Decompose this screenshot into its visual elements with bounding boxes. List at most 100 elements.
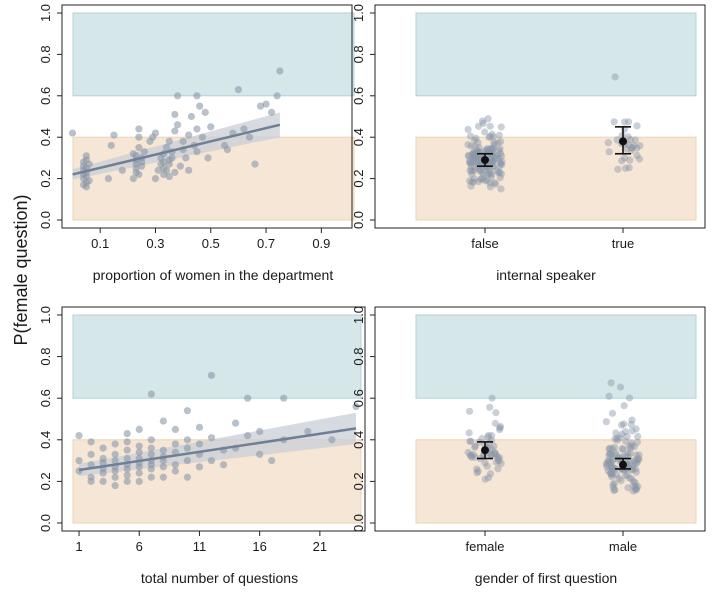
data-point (473, 157, 482, 166)
panel-frame (61, 306, 366, 532)
data-point (473, 149, 482, 157)
data-point (472, 157, 480, 165)
data-point (611, 449, 620, 457)
data-point (469, 152, 477, 160)
data-point (626, 136, 635, 144)
data-point (151, 129, 160, 137)
data-point (171, 168, 179, 176)
x-tick-label: 16 (252, 539, 266, 554)
data-point (87, 450, 95, 458)
data-point (183, 457, 192, 465)
band-high (415, 12, 697, 97)
panel-frame (374, 4, 706, 229)
data-point (492, 458, 500, 466)
data-point (608, 473, 616, 481)
data-point (618, 157, 626, 165)
data-point (488, 394, 496, 402)
data-point (619, 445, 627, 453)
data-point (610, 455, 618, 463)
data-point (621, 452, 630, 460)
data-point (201, 108, 209, 116)
reference-bands (72, 314, 362, 524)
data-point (488, 432, 496, 440)
data-point (173, 92, 182, 100)
data-point (626, 457, 635, 465)
data-point (129, 175, 137, 183)
data-point (497, 159, 505, 168)
data-point (494, 139, 502, 147)
data-point (147, 465, 155, 473)
y-axis-label: P(female question) (11, 194, 31, 345)
data-point (632, 451, 640, 459)
data-point (165, 137, 173, 145)
data-point (473, 469, 481, 477)
x-tick-label: 11 (193, 539, 207, 554)
data-point (476, 175, 485, 183)
data-point (604, 457, 613, 466)
band-low (415, 136, 697, 221)
data-point (479, 175, 488, 183)
data-point (628, 144, 636, 152)
data-point (159, 463, 167, 471)
data-point (602, 418, 610, 426)
data-point (621, 472, 629, 480)
data-point (618, 445, 626, 453)
y-tick-label: 0.4 (38, 128, 53, 146)
data-point (111, 473, 119, 481)
y-tick-label: 0.2 (38, 472, 53, 490)
data-point (219, 461, 228, 469)
data-point (496, 174, 504, 182)
data-point (147, 390, 155, 398)
data-point (488, 445, 496, 453)
data-point (635, 451, 643, 459)
data-point (466, 166, 474, 175)
data-point (628, 442, 636, 450)
data-point (472, 152, 480, 161)
x-axis-label: internal speaker (496, 267, 596, 283)
y-tick-label: 0.2 (351, 170, 366, 188)
y-tick-label: 0.2 (38, 170, 53, 188)
data-point (123, 471, 131, 479)
data-point (483, 145, 492, 153)
data-point (123, 465, 131, 473)
data-point (606, 449, 614, 457)
data-point (614, 165, 622, 173)
reference-bands (415, 12, 697, 221)
data-point (631, 485, 639, 493)
data-point (207, 457, 216, 465)
data-point (494, 465, 502, 473)
data-point (82, 183, 90, 191)
data-point (493, 453, 501, 461)
data-point (85, 160, 93, 168)
data-point (616, 383, 625, 391)
data-point (490, 140, 499, 149)
data-point (183, 444, 192, 452)
data-point (485, 146, 494, 154)
data-point (497, 170, 505, 178)
data-point (475, 144, 483, 152)
data-point (623, 432, 631, 441)
data-point (481, 146, 490, 155)
data-point (147, 436, 155, 444)
y-tick-label: 0.6 (38, 389, 53, 407)
y-tick-label: 0.8 (351, 45, 366, 63)
data-point (472, 134, 480, 142)
data-point (486, 132, 494, 141)
data-point (471, 453, 479, 461)
x-tick-label: 0.7 (257, 236, 275, 251)
data-point (490, 138, 498, 146)
data-point (111, 457, 119, 465)
data-point (629, 463, 637, 471)
y-tick-label: 0.4 (38, 431, 53, 449)
data-point (304, 427, 312, 436)
data-point (68, 129, 77, 137)
data-point (612, 429, 620, 437)
data-point (467, 452, 475, 460)
data-point (111, 481, 119, 490)
data-point (607, 463, 616, 471)
data-point (465, 429, 473, 437)
data-point (496, 149, 505, 158)
data-point (474, 122, 483, 130)
data-point (162, 166, 171, 174)
